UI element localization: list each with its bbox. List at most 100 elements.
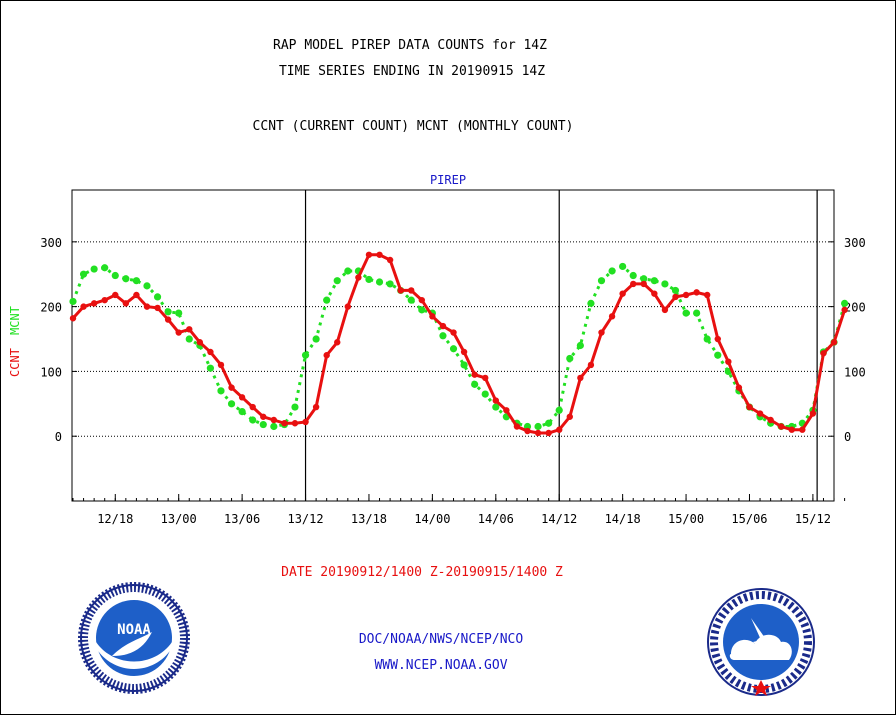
- point-mcnt: [597, 277, 606, 285]
- point-ccnt: [133, 291, 140, 299]
- ylabel-mcnt: MCNT: [8, 306, 22, 335]
- point-ccnt: [365, 251, 373, 258]
- point-ccnt: [672, 293, 679, 301]
- point-ccnt: [682, 291, 690, 299]
- point-ccnt: [186, 326, 193, 333]
- point-mcnt: [143, 282, 151, 290]
- xtick-label: 14/12: [541, 512, 577, 526]
- point-ccnt: [809, 410, 817, 417]
- point-mcnt: [492, 403, 500, 411]
- point-mcnt: [291, 403, 299, 411]
- point-ccnt: [450, 329, 457, 336]
- nws-logo[interactable]: [707, 588, 815, 696]
- point-mcnt: [418, 306, 426, 314]
- point-ccnt: [587, 361, 595, 369]
- x-axis-ticks: 12/18 13/00 13/06 13/12 13/18 14/00 14/06 14/12…: [72, 494, 846, 526]
- point-ccnt: [355, 274, 362, 281]
- point-ccnt: [207, 348, 214, 356]
- point-mcnt: [386, 280, 394, 288]
- point-ccnt: [122, 300, 130, 307]
- point-mcnt: [132, 277, 141, 285]
- point-ccnt: [344, 303, 352, 310]
- noaa-logo[interactable]: NOAA: [78, 582, 190, 694]
- point-mcnt: [270, 422, 278, 431]
- point-mcnt: [545, 419, 553, 427]
- xtick-label: 15/00: [668, 512, 704, 526]
- ylabel-ccnt: CCNT: [8, 348, 22, 377]
- point-mcnt: [576, 341, 584, 350]
- point-ccnt: [386, 256, 394, 264]
- point-mcnt: [111, 271, 119, 280]
- point-mcnt: [407, 296, 415, 304]
- point-mcnt: [217, 387, 225, 395]
- point-ccnt: [69, 315, 77, 322]
- point-mcnt: [555, 406, 563, 414]
- point-ccnt: [101, 296, 108, 304]
- point-ccnt: [767, 416, 774, 424]
- point-mcnt: [344, 267, 352, 275]
- point-mcnt: [79, 270, 88, 278]
- point-ccnt: [830, 339, 838, 346]
- point-ccnt: [619, 290, 626, 297]
- point-ccnt: [302, 418, 309, 426]
- point-mcnt: [523, 422, 532, 431]
- point-ccnt: [249, 403, 256, 411]
- point-ccnt: [756, 410, 764, 417]
- point-mcnt: [175, 309, 183, 317]
- point-mcnt: [185, 335, 193, 343]
- point-mcnt: [365, 275, 373, 284]
- point-ccnt: [524, 427, 531, 435]
- point-mcnt: [259, 420, 267, 429]
- point-ccnt: [788, 426, 795, 433]
- point-ccnt: [482, 374, 489, 382]
- xtick-label: 12/18: [97, 512, 133, 526]
- point-ccnt: [799, 426, 806, 433]
- ytick-left: 300: [40, 236, 62, 250]
- title-line-2: TIME SERIES ENDING IN 20190915 14Z: [278, 64, 546, 79]
- point-ccnt: [545, 429, 552, 437]
- point-ccnt: [577, 374, 584, 382]
- day-boundaries: [304, 190, 818, 501]
- point-ccnt: [80, 303, 87, 310]
- y-axis-ticks: 0 0 100 100 200 200 300 300: [40, 236, 865, 444]
- point-ccnt: [143, 303, 151, 310]
- point-ccnt: [556, 426, 563, 433]
- point-ccnt: [376, 251, 383, 258]
- point-ccnt: [651, 290, 658, 297]
- series-line-ccnt: [71, 253, 847, 435]
- point-ccnt: [735, 384, 743, 391]
- point-ccnt: [640, 280, 647, 288]
- point-mcnt: [682, 309, 690, 317]
- point-ccnt: [746, 403, 753, 411]
- point-mcnt: [449, 345, 458, 353]
- point-mcnt: [661, 280, 669, 288]
- point-ccnt: [323, 352, 330, 359]
- point-mcnt: [301, 351, 310, 359]
- noaa-logo-text: NOAA: [117, 622, 151, 638]
- series-ccnt: [69, 251, 848, 437]
- point-mcnt: [90, 265, 98, 273]
- ytick-right: 300: [844, 236, 866, 250]
- point-mcnt: [566, 354, 574, 363]
- point-mcnt: [471, 380, 479, 388]
- point-ccnt: [260, 413, 267, 420]
- point-ccnt: [270, 416, 278, 424]
- point-ccnt: [397, 287, 404, 294]
- point-ccnt: [154, 304, 161, 312]
- point-ccnt: [841, 306, 848, 314]
- point-mcnt: [122, 275, 130, 283]
- point-mcnt: [164, 308, 172, 316]
- title-line-1: RAP MODEL PIREP DATA COUNTS for 14Z: [273, 38, 547, 53]
- point-ccnt: [534, 429, 542, 437]
- xtick-label: 13/18: [351, 512, 387, 526]
- point-mcnt: [101, 264, 109, 272]
- point-mcnt: [460, 361, 468, 369]
- footer-url[interactable]: WWW.NCEP.NOAA.GOV: [374, 658, 508, 673]
- point-mcnt: [249, 416, 257, 424]
- point-mcnt: [153, 293, 162, 301]
- point-ccnt: [693, 289, 700, 296]
- point-mcnt: [650, 277, 658, 285]
- point-mcnt: [629, 271, 637, 280]
- point-ccnt: [217, 361, 225, 369]
